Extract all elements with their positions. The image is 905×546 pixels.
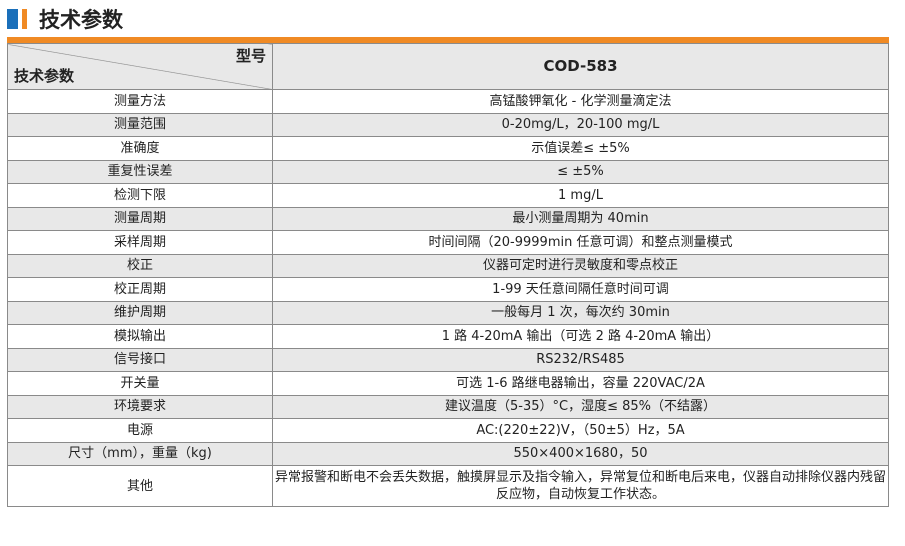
table-row: 重复性误差 ≤ ±5% xyxy=(7,159,889,184)
table-row: 测量方法 高锰酸钾氧化 - 化学测量滴定法 xyxy=(7,89,889,114)
spec-table: 型号 技术参数 COD-583 测量方法 高锰酸钾氧化 - 化学测量滴定法 测量范围… xyxy=(7,43,889,507)
param-value: 1 路 4-20mA 输出（可选 2 路 4-20mA 输出） xyxy=(272,324,889,349)
model-header-label: 型号 xyxy=(235,47,266,65)
param-name: 电源 xyxy=(7,418,273,443)
table-row: 校正周期 1-99 天任意间隔任意时间可调 xyxy=(7,277,889,302)
table-row: 尺寸（mm），重量（kg) 550×400×1680，50 xyxy=(7,441,889,466)
table-row: 检测下限 1 mg/L xyxy=(7,183,889,208)
param-name: 准确度 xyxy=(7,136,273,161)
param-header-label: 技术参数 xyxy=(14,67,75,85)
table-row: 维护周期 一般每月 1 次，每次约 30min xyxy=(7,300,889,325)
table-row: 信号接口 RS232/RS485 xyxy=(7,347,889,372)
param-name: 重复性误差 xyxy=(7,159,273,184)
table-header: 型号 技术参数 COD-583 xyxy=(7,43,889,90)
table-row: 环境要求 建议温度（5-35）°C，湿度≤ 85%（不结露） xyxy=(7,394,889,419)
param-name: 其他 xyxy=(7,465,273,507)
table-row: 电源 AC:(220±22)V，（50±5）Hz，5A xyxy=(7,418,889,443)
param-name: 校正周期 xyxy=(7,277,273,302)
param-name: 采样周期 xyxy=(7,230,273,255)
param-name: 开关量 xyxy=(7,371,273,396)
table-row: 校正 仪器可定时进行灵敏度和零点校正 xyxy=(7,253,889,278)
table-row: 测量范围 0-20mg/L，20-100 mg/L xyxy=(7,112,889,137)
param-value: 550×400×1680，50 xyxy=(272,441,889,466)
section-title: 技术参数 xyxy=(7,6,123,32)
param-value: 0-20mg/L，20-100 mg/L xyxy=(272,112,889,137)
table-row: 模拟输出 1 路 4-20mA 输出（可选 2 路 4-20mA 输出） xyxy=(7,324,889,349)
param-value: 异常报警和断电不会丢失数据，触摸屏显示及指令输入，异常复位和断电后来电，仪器自动… xyxy=(272,465,889,507)
table-row: 其他 异常报警和断电不会丢失数据，触摸屏显示及指令输入，异常复位和断电后来电，仪器… xyxy=(7,465,889,507)
param-value: 可选 1-6 路继电器输出，容量 220VAC/2A xyxy=(272,371,889,396)
title-marker-blue xyxy=(7,9,18,29)
param-name: 测量周期 xyxy=(7,206,273,231)
param-value: 一般每月 1 次，每次约 30min xyxy=(272,300,889,325)
param-name: 模拟输出 xyxy=(7,324,273,349)
param-value: AC:(220±22)V，（50±5）Hz，5A xyxy=(272,418,889,443)
param-value: 时间间隔（20-9999min 任意可调）和整点测量模式 xyxy=(272,230,889,255)
param-name: 环境要求 xyxy=(7,394,273,419)
param-value: 示值误差≤ ±5% xyxy=(272,136,889,161)
table-row: 开关量 可选 1-6 路继电器输出，容量 220VAC/2A xyxy=(7,371,889,396)
param-value: 1 mg/L xyxy=(272,183,889,208)
title-marker-orange xyxy=(22,9,27,29)
param-name: 检测下限 xyxy=(7,183,273,208)
table-row: 测量周期 最小测量周期为 40min xyxy=(7,206,889,231)
param-name: 测量方法 xyxy=(7,89,273,114)
param-value: ≤ ±5% xyxy=(272,159,889,184)
param-value: 1-99 天任意间隔任意时间可调 xyxy=(272,277,889,302)
table-row: 准确度 示值误差≤ ±5% xyxy=(7,136,889,161)
param-name: 校正 xyxy=(7,253,273,278)
param-name: 信号接口 xyxy=(7,347,273,372)
param-value: 最小测量周期为 40min xyxy=(272,206,889,231)
param-value: RS232/RS485 xyxy=(272,347,889,372)
section-title-text: 技术参数 xyxy=(39,8,123,32)
param-value: 高锰酸钾氧化 - 化学测量滴定法 xyxy=(272,89,889,114)
orange-divider xyxy=(7,37,889,43)
param-name: 尺寸（mm），重量（kg) xyxy=(7,441,273,466)
header-diagonal-cell: 型号 技术参数 xyxy=(7,43,273,90)
param-name: 测量范围 xyxy=(7,112,273,137)
param-value: 建议温度（5-35）°C，湿度≤ 85%（不结露） xyxy=(272,394,889,419)
model-name: COD-583 xyxy=(272,43,889,90)
table-row: 采样周期 时间间隔（20-9999min 任意可调）和整点测量模式 xyxy=(7,230,889,255)
param-value: 仪器可定时进行灵敏度和零点校正 xyxy=(272,253,889,278)
param-name: 维护周期 xyxy=(7,300,273,325)
